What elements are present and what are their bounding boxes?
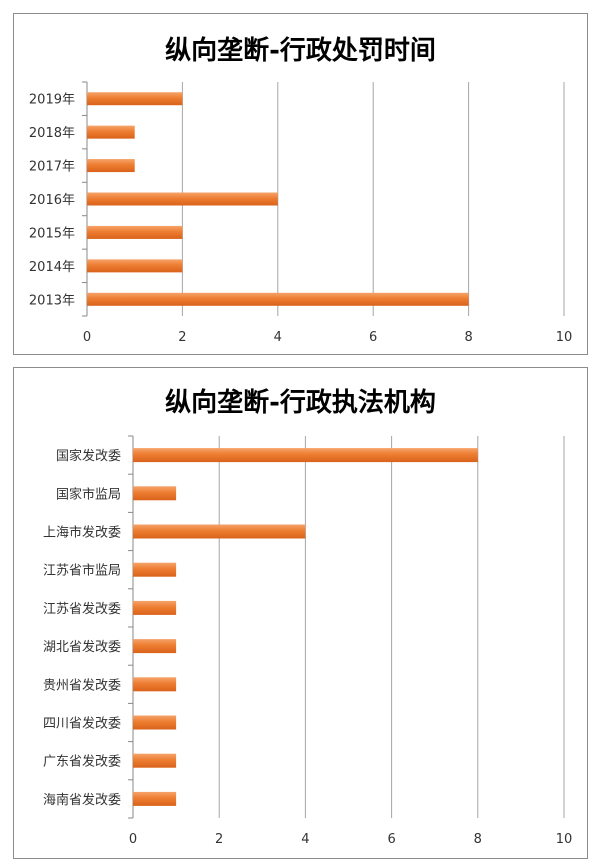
- category-label: 2013年: [29, 293, 75, 308]
- x-tick-label: 2: [215, 832, 223, 847]
- chart-title: 纵向垄断-行政执法机构: [165, 388, 436, 418]
- bar: [133, 791, 177, 806]
- bar: [133, 448, 478, 463]
- chart-panel-agency: 纵向垄断-行政执法机构 0 2 4 6 8 10 国家发改委国家市监局上海市发改委 江苏省市监…: [13, 367, 588, 859]
- category-label: 江苏省发改委: [43, 601, 121, 617]
- bar: [133, 524, 306, 539]
- x-tick-label: 4: [301, 832, 309, 847]
- bar: [133, 715, 177, 730]
- chart-panel-time: 纵向垄断-行政处罚时间 0 2 4 6 8 10 2019年 2018年 2017年 2016年 2…: [13, 13, 588, 355]
- chart-title: 纵向垄断-行政处罚时间: [165, 36, 436, 66]
- bar: [133, 486, 177, 501]
- x-tick-label: 8: [464, 330, 472, 345]
- x-tick-label: 8: [474, 832, 482, 847]
- category-label: 广东省发改委: [43, 754, 121, 770]
- x-tick-label: 6: [387, 832, 395, 847]
- bar: [87, 125, 135, 139]
- category-label: 2015年: [29, 226, 75, 241]
- bar: [87, 92, 183, 106]
- x-tick-label: 10: [556, 330, 573, 345]
- category-label: 2016年: [29, 193, 75, 208]
- bar: [87, 292, 469, 306]
- bar: [87, 192, 278, 206]
- category-label: 国家发改委: [56, 448, 121, 464]
- bar: [87, 225, 183, 239]
- bar: [87, 259, 183, 273]
- category-label: 2019年: [29, 93, 75, 108]
- category-label: 四川省发改委: [43, 716, 121, 732]
- bar: [133, 600, 177, 615]
- bar: [133, 562, 177, 577]
- bar: [133, 677, 177, 692]
- x-tick-label: 6: [369, 330, 377, 345]
- bar: [133, 753, 177, 768]
- x-tick-label: 2: [178, 330, 186, 345]
- category-label: 海南省发改委: [43, 792, 121, 808]
- category-label: 贵州省发改委: [43, 677, 121, 693]
- category-label: 湖北省发改委: [43, 639, 121, 655]
- x-tick-label: 4: [274, 330, 282, 345]
- category-label: 2017年: [29, 160, 75, 175]
- x-tick-label: 10: [556, 832, 573, 847]
- bar-chart-agency: 0 2 4 6 8 10 国家发改委国家市监局上海市发改委江苏省市监局江苏省发改委湖北省发改…: [43, 435, 573, 847]
- bar-chart-time: 0 2 4 6 8 10 2019年 2018年 2017年 2016年 2015年 2014年 201…: [29, 81, 573, 345]
- category-label: 国家市监局: [56, 486, 121, 502]
- category-label: 2018年: [29, 126, 75, 141]
- x-tick-label: 0: [83, 330, 91, 345]
- x-tick-label: 0: [129, 832, 137, 847]
- bar: [87, 159, 135, 173]
- category-label: 2014年: [29, 260, 75, 275]
- category-label: 上海市发改委: [43, 525, 121, 541]
- bar: [133, 639, 177, 654]
- category-label: 江苏省市监局: [43, 563, 121, 579]
